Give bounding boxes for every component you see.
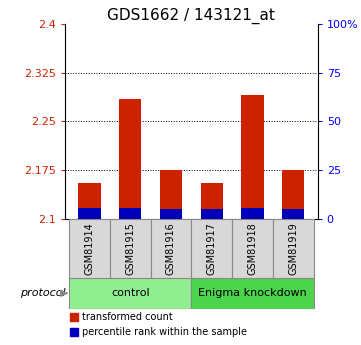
Bar xyxy=(191,219,232,278)
Bar xyxy=(69,278,191,309)
Bar xyxy=(282,170,304,219)
Bar xyxy=(200,209,223,219)
Bar xyxy=(78,183,101,219)
Text: protocol: protocol xyxy=(20,288,66,298)
Bar xyxy=(200,183,223,219)
Text: GSM81917: GSM81917 xyxy=(207,222,217,275)
Text: GSM81918: GSM81918 xyxy=(248,222,257,275)
Text: control: control xyxy=(111,288,149,298)
Text: Enigma knockdown: Enigma knockdown xyxy=(198,288,307,298)
Legend: transformed count, percentile rank within the sample: transformed count, percentile rank withi… xyxy=(70,312,247,337)
Text: GSM81916: GSM81916 xyxy=(166,222,176,275)
Bar xyxy=(160,209,182,219)
Bar xyxy=(232,219,273,278)
Bar xyxy=(191,278,314,309)
Bar xyxy=(78,208,101,219)
Bar xyxy=(282,209,304,219)
Text: GSM81914: GSM81914 xyxy=(84,222,95,275)
Bar xyxy=(119,208,142,219)
Bar xyxy=(241,96,264,219)
Bar xyxy=(151,219,191,278)
Bar xyxy=(241,208,264,219)
Bar xyxy=(119,99,142,219)
Bar xyxy=(69,219,110,278)
Bar xyxy=(273,219,314,278)
Bar xyxy=(160,170,182,219)
Title: GDS1662 / 143121_at: GDS1662 / 143121_at xyxy=(107,8,275,24)
Text: GSM81919: GSM81919 xyxy=(288,222,298,275)
Bar xyxy=(110,219,151,278)
Text: GSM81915: GSM81915 xyxy=(125,222,135,275)
